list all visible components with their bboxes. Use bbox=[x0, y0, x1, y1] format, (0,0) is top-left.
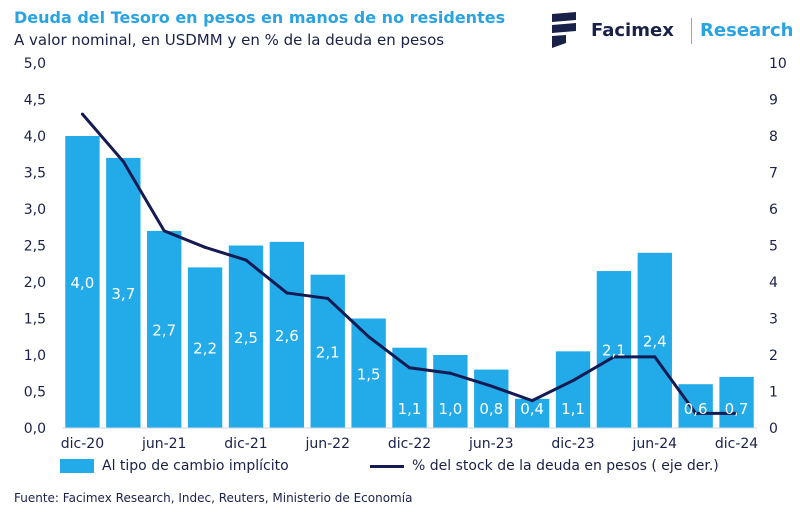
line-point bbox=[571, 379, 575, 383]
left-axis-tick-label: 5,0 bbox=[24, 56, 46, 72]
chart-title: Deuda del Tesoro en pesos en manos de no… bbox=[14, 8, 506, 27]
bar bbox=[269, 241, 305, 428]
bar-data-label: 1,1 bbox=[561, 400, 585, 418]
bar-data-label: 2,6 bbox=[275, 327, 299, 345]
line-point bbox=[162, 229, 166, 233]
line-point bbox=[694, 411, 698, 415]
right-axis-tick-label: 7 bbox=[769, 166, 778, 182]
line-point bbox=[735, 411, 739, 415]
right-axis-tick-label: 6 bbox=[769, 202, 778, 218]
x-axis-tick-label: jun-23 bbox=[468, 436, 514, 452]
line-point bbox=[285, 291, 289, 295]
bar bbox=[65, 136, 100, 428]
left-axis-tick-label: 4,5 bbox=[24, 93, 46, 109]
bar bbox=[678, 384, 713, 428]
left-axis-tick-label: 0,0 bbox=[24, 421, 46, 437]
chart-subtitle: A valor nominal, en USDMM y en % de la d… bbox=[14, 31, 445, 49]
bar bbox=[514, 398, 550, 428]
x-axis-tick-label: dic-22 bbox=[388, 436, 431, 452]
bar bbox=[147, 230, 182, 428]
line-point bbox=[80, 112, 84, 116]
x-axis-tick-label: jun-21 bbox=[141, 436, 187, 452]
right-axis-tick-label: 4 bbox=[769, 275, 778, 291]
bar bbox=[228, 245, 264, 428]
bar-data-label: 4,0 bbox=[71, 274, 95, 292]
bar-data-label: 2,7 bbox=[152, 321, 176, 339]
bar-data-label: 2,5 bbox=[234, 329, 258, 347]
left-axis-tick-label: 2,0 bbox=[24, 275, 46, 291]
line-point bbox=[653, 355, 657, 359]
right-axis-tick-label: 10 bbox=[769, 56, 787, 72]
bar-data-label: 2,1 bbox=[316, 343, 340, 361]
bar-data-label: 1,0 bbox=[438, 400, 462, 418]
line-point bbox=[367, 335, 371, 339]
line-point bbox=[244, 258, 248, 262]
legend-line: % del stock de la deuda en pesos ( eje d… bbox=[370, 458, 719, 474]
left-axis-tick-label: 0,5 bbox=[24, 385, 46, 401]
bar-data-label: 2,2 bbox=[193, 340, 217, 358]
legend-line-label: % del stock de la deuda en pesos ( eje d… bbox=[412, 458, 719, 474]
x-axis-tick-label: jun-24 bbox=[632, 436, 678, 452]
line-point bbox=[203, 245, 207, 249]
bar bbox=[474, 369, 509, 428]
bar-data-label: 3,7 bbox=[111, 285, 135, 303]
bar bbox=[106, 157, 141, 428]
bar-data-label: 1,1 bbox=[398, 400, 422, 418]
legend-bars: Al tipo de cambio implícito bbox=[60, 458, 289, 474]
x-axis-tick-label: dic-24 bbox=[715, 436, 758, 452]
bar bbox=[719, 376, 754, 428]
bar-data-label: 0,7 bbox=[725, 400, 749, 418]
left-axis-tick-label: 3,5 bbox=[24, 166, 46, 182]
source-note: Fuente: Facimex Research, Indec, Reuters… bbox=[14, 491, 413, 505]
right-axis-tick-label: 8 bbox=[769, 129, 778, 145]
x-axis-tick-label: jun-22 bbox=[304, 436, 350, 452]
right-axis-tick-label: 1 bbox=[769, 385, 778, 401]
x-axis-tick-label: dic-23 bbox=[551, 436, 594, 452]
bar bbox=[433, 355, 468, 428]
bar-data-label: 1,5 bbox=[357, 365, 381, 383]
line-point bbox=[530, 399, 534, 403]
bar-data-label: 2,1 bbox=[602, 342, 626, 360]
x-axis-tick-label: dic-20 bbox=[61, 436, 104, 452]
logo-division: Research bbox=[700, 20, 794, 41]
line-point bbox=[408, 366, 411, 370]
x-axis-tick-label: dic-21 bbox=[224, 436, 267, 452]
right-axis-tick-label: 5 bbox=[769, 239, 778, 255]
legend-bar-swatch bbox=[60, 459, 94, 473]
logo-name: Facimex bbox=[591, 20, 674, 41]
bar bbox=[392, 347, 427, 428]
line-point bbox=[326, 296, 330, 300]
legend-bar-label: Al tipo de cambio implícito bbox=[102, 458, 289, 474]
bar-data-label: 2,4 bbox=[643, 332, 667, 350]
right-axis-tick-label: 0 bbox=[769, 421, 778, 437]
left-axis-tick-label: 1,0 bbox=[24, 348, 46, 364]
bar bbox=[187, 267, 223, 428]
left-axis-tick-label: 3,0 bbox=[24, 202, 46, 218]
bar bbox=[596, 271, 632, 428]
bar bbox=[637, 252, 672, 428]
line-point bbox=[612, 355, 616, 359]
bar-data-label: 0,4 bbox=[520, 400, 544, 418]
legend-line-swatch bbox=[370, 464, 404, 468]
left-axis-tick-label: 4,0 bbox=[24, 129, 46, 145]
facimex-logo-icon bbox=[552, 12, 576, 48]
bar bbox=[555, 351, 591, 428]
line-point bbox=[448, 371, 452, 375]
left-axis-tick-label: 2,5 bbox=[24, 239, 46, 255]
bar-data-label: 0,8 bbox=[479, 400, 503, 418]
bar-data-label: 0,6 bbox=[684, 400, 708, 418]
left-axis-tick-label: 1,5 bbox=[24, 312, 46, 328]
right-axis-tick-label: 9 bbox=[769, 93, 778, 109]
right-axis-tick-label: 2 bbox=[769, 348, 778, 364]
line-point bbox=[121, 160, 125, 164]
line-point bbox=[489, 384, 493, 388]
right-axis-tick-label: 3 bbox=[769, 312, 778, 328]
facimex-logo: Facimex Research bbox=[550, 10, 795, 52]
logo-divider bbox=[691, 18, 692, 44]
